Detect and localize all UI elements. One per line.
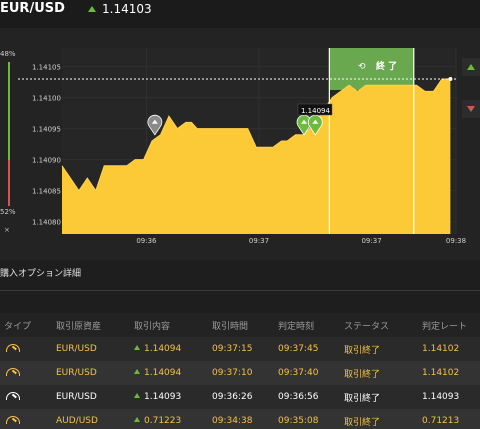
- cell-rate: 0.71213: [420, 409, 480, 429]
- tooltip-text: 1.14094: [301, 107, 330, 115]
- gauge-icon: [6, 367, 20, 376]
- cell-status: 取引終了: [342, 361, 420, 385]
- arrow-up-icon: [134, 393, 140, 398]
- trade-marker: [147, 114, 163, 136]
- table-row[interactable]: EUR/USD 1.14094 09:37:10 09:37:40 取引終了 1…: [0, 361, 480, 385]
- end-label-group: ⟲ 終 了: [358, 60, 397, 72]
- clock-icon: ⟲: [358, 62, 366, 72]
- expiry-lines: [328, 48, 415, 234]
- gauge-icon: [6, 391, 20, 400]
- high-button[interactable]: [462, 58, 480, 76]
- sentiment-gauge: 48% 52% ×: [0, 28, 18, 260]
- arrow-up-icon: [134, 345, 140, 350]
- arrow-up-icon: [467, 64, 475, 70]
- arrow-up-icon: [88, 6, 96, 12]
- y-tick-label: 1.14095: [32, 126, 61, 134]
- col-rate: 判定レート: [420, 313, 480, 337]
- cell-status: 取引終了: [342, 385, 420, 409]
- arrow-up-icon: [134, 369, 140, 374]
- cell-asset: EUR/USD: [52, 361, 132, 385]
- gauge-down-bar: [8, 160, 10, 206]
- cell-content: 0.71223: [144, 416, 182, 426]
- cell-asset: EUR/USD: [52, 337, 132, 361]
- table-row[interactable]: EUR/USD 1.14094 09:37:15 09:37:45 取引終了 1…: [0, 337, 480, 361]
- cell-judge: 09:36:56: [276, 385, 342, 409]
- col-type: タイプ: [0, 313, 52, 337]
- col-status: ステータス: [342, 313, 420, 337]
- y-tick-label: 1.14105: [32, 64, 61, 72]
- currency-pair-title[interactable]: EUR/USD: [0, 1, 65, 16]
- cell-asset: EUR/USD: [52, 385, 132, 409]
- cell-time: 09:34:38: [210, 409, 276, 429]
- y-tick-label: 1.14100: [32, 95, 61, 103]
- current-price: 1.14103: [88, 2, 152, 16]
- cell-content: 1.14093: [144, 392, 182, 402]
- col-asset: 取引原資産: [52, 313, 132, 337]
- trade-buttons: [462, 58, 480, 142]
- table-row[interactable]: AUD/USD 0.71223 09:34:38 09:35:08 取引終了 0…: [0, 409, 480, 429]
- close-icon[interactable]: ×: [4, 226, 10, 234]
- x-tick-label: 09:36: [136, 237, 157, 245]
- arrow-up-icon: [134, 417, 140, 422]
- arrow-up-icon: [151, 119, 158, 124]
- end-label: 終 了: [376, 60, 397, 72]
- x-tick-label: 09:37: [249, 237, 269, 245]
- cell-status: 取引終了: [342, 337, 420, 361]
- cell-content: 1.14094: [144, 368, 182, 378]
- current-price-dot: [448, 77, 453, 81]
- col-judge: 判定時刻: [276, 313, 342, 337]
- y-axis-ticks: 1.14105 1.14100 1.14095 1.14090 1.14085 1.140…: [32, 64, 61, 227]
- gauge-down-percent: 52%: [0, 208, 16, 216]
- price-area: [62, 79, 451, 234]
- y-tick-label: 1.14090: [32, 157, 61, 165]
- gauge-icon: [6, 343, 20, 352]
- cell-judge: 09:35:08: [276, 409, 342, 429]
- trade-markers: [147, 114, 323, 136]
- y-tick-label: 1.14080: [32, 219, 61, 227]
- cell-time: 09:36:26: [210, 385, 276, 409]
- col-time: 取引時間: [210, 313, 276, 337]
- arrow-up-icon: [312, 119, 319, 124]
- cell-judge: 09:37:40: [276, 361, 342, 385]
- price-tooltip: 1.14094: [297, 103, 333, 116]
- low-button[interactable]: [462, 100, 480, 118]
- cell-asset: AUD/USD: [52, 409, 132, 429]
- options-table: タイプ 取引原資産 取引内容 取引時間 判定時刻 ステータス 判定レート EUR…: [0, 313, 480, 429]
- cell-judge: 09:37:45: [276, 337, 342, 361]
- x-tick-label: 09:37: [361, 237, 381, 245]
- divider: [0, 290, 480, 291]
- cell-rate: 1.14102: [420, 361, 480, 385]
- current-price-value: 1.14103: [102, 2, 152, 16]
- price-chart[interactable]: 1.14105 1.14100 1.14095 1.14090 1.14085 1.140…: [0, 28, 480, 260]
- y-tick-label: 1.14085: [32, 188, 61, 196]
- cell-content: 1.14094: [144, 344, 182, 354]
- x-tick-label: 09:38: [446, 237, 466, 245]
- gauge-up-percent: 48%: [0, 50, 16, 58]
- end-zone: [329, 48, 414, 90]
- table-row[interactable]: EUR/USD 1.14093 09:36:26 09:36:56 取引終了 1…: [0, 385, 480, 409]
- table-header-row: タイプ 取引原資産 取引内容 取引時間 判定時刻 ステータス 判定レート: [0, 313, 480, 337]
- gauge-icon: [6, 415, 20, 424]
- col-content: 取引内容: [132, 313, 210, 337]
- cell-status: 取引終了: [342, 409, 420, 429]
- cell-time: 09:37:15: [210, 337, 276, 361]
- arrow-down-icon: [467, 106, 475, 112]
- header-bar: EUR/USD 1.14103: [0, 0, 480, 28]
- cell-rate: 1.14093: [420, 385, 480, 409]
- cell-time: 09:37:10: [210, 361, 276, 385]
- price-line: [61, 78, 451, 192]
- x-axis-ticks: 09:36 09:37 09:37 09:38: [136, 237, 466, 245]
- cell-rate: 1.14102: [420, 337, 480, 361]
- gauge-up-bar: [8, 62, 10, 160]
- section-title: 購入オプション詳細: [0, 269, 82, 279]
- arrow-up-icon: [301, 119, 308, 124]
